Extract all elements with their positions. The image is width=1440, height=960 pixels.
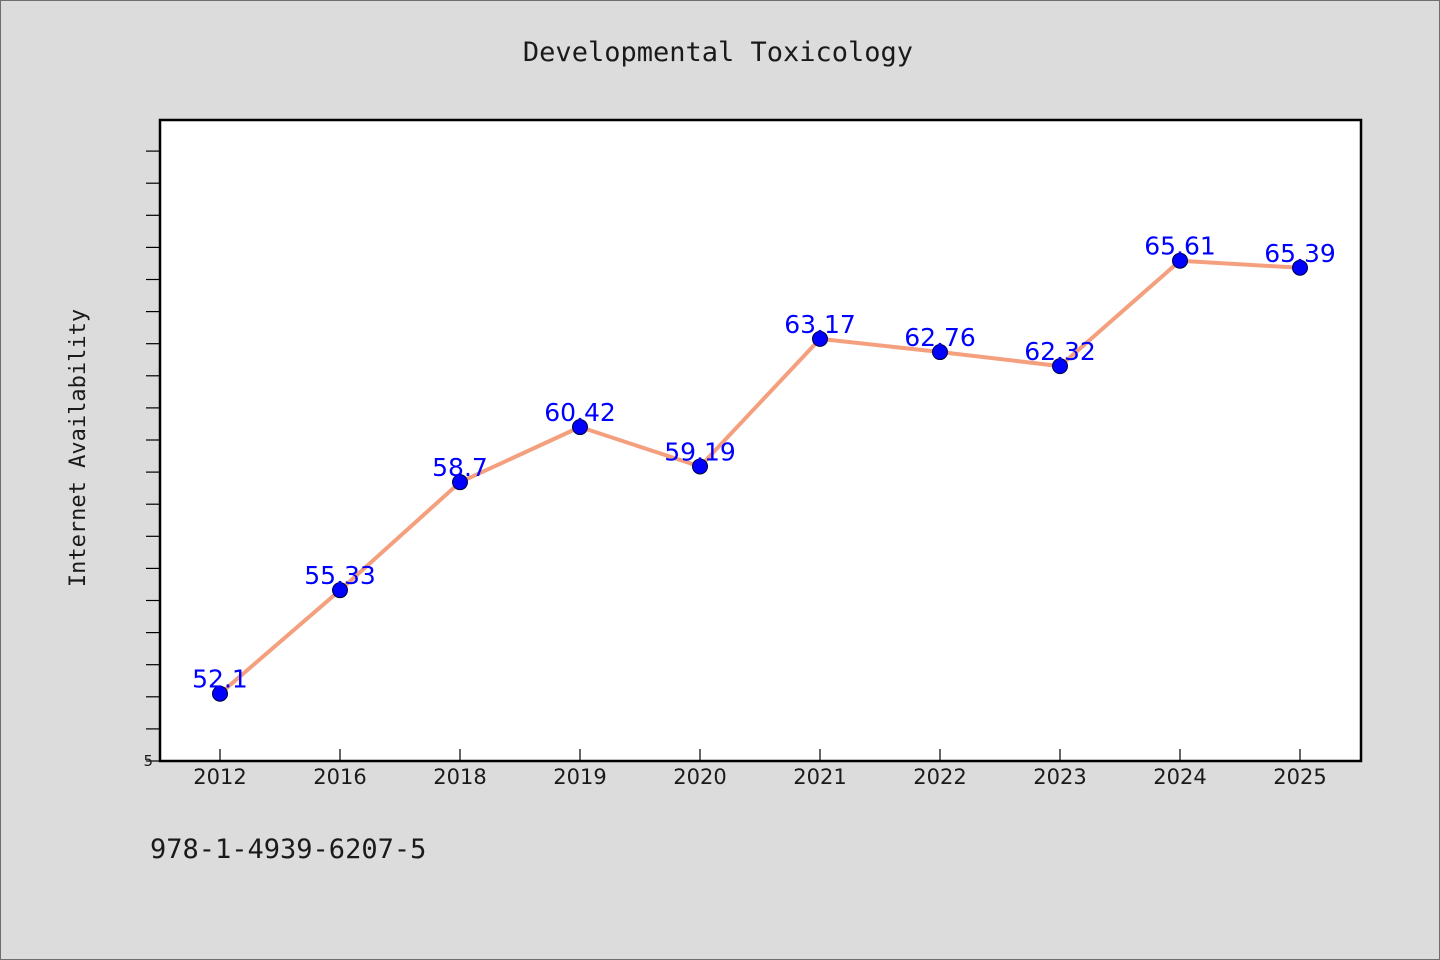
- data-label: 65.61: [1144, 232, 1216, 261]
- data-point: [812, 330, 828, 347]
- data-labels: 52.1 55.33 58.7 60.42 59.19 63.17 62.76 62.32 65…: [192, 232, 1336, 694]
- data-label: 63.17: [784, 310, 856, 339]
- data-label: 60.42: [544, 398, 616, 427]
- footer-identifier: 978-1-4939-6207-5: [150, 834, 427, 865]
- data-label: 58.7: [432, 453, 488, 482]
- data-point: [1052, 358, 1068, 375]
- x-tick-label: 2022: [913, 765, 966, 789]
- y-axis-label: Internet Availability: [66, 309, 91, 587]
- data-point: [212, 685, 228, 702]
- series-line: [218, 258, 1301, 696]
- data-label: 62.76: [904, 323, 976, 352]
- x-tick-label: 2012: [193, 765, 246, 789]
- data-point: [932, 344, 948, 361]
- x-axis-ticks: 2012 2016 2018 2019 2020 2021 2022 2023 2024 2025: [193, 749, 1327, 789]
- x-tick-label: 2023: [1033, 765, 1086, 789]
- series-1: [218, 258, 1301, 696]
- data-point: [452, 474, 468, 491]
- data-point: [692, 458, 708, 475]
- data-point: [1292, 259, 1308, 276]
- data-label: 55.33: [304, 561, 376, 590]
- series-1-markers: [212, 252, 1308, 702]
- data-point: [1172, 252, 1188, 269]
- data-label: 59.19: [664, 437, 736, 466]
- y-axis-ticks: 5: [143, 150, 160, 770]
- data-label: 62.32: [1024, 337, 1096, 366]
- x-tick-label: 2018: [433, 765, 486, 789]
- y-tick-label: 5: [143, 752, 153, 770]
- x-tick-label: 2025: [1273, 765, 1326, 789]
- data-label: 65.39: [1264, 239, 1336, 268]
- data-point: [572, 419, 588, 436]
- plot-area: [158, 118, 1363, 763]
- x-tick-label: 2019: [553, 765, 606, 789]
- x-tick-label: 2024: [1153, 765, 1206, 789]
- chart-title: Developmental Toxicology: [523, 37, 913, 68]
- x-tick-label: 2020: [673, 765, 726, 789]
- x-tick-label: 2016: [313, 765, 366, 789]
- data-point: [332, 582, 348, 599]
- x-tick-label: 2021: [793, 765, 846, 789]
- data-label: 52.1: [192, 665, 248, 694]
